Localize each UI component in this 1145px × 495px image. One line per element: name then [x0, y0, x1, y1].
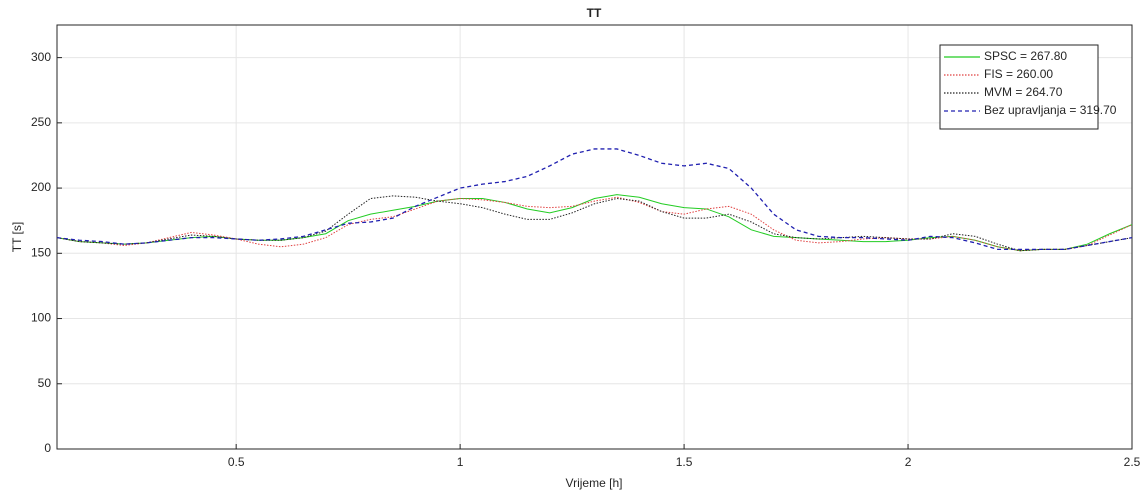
legend-box: [939, 44, 1099, 130]
x-tick-label: 0.5: [228, 455, 245, 469]
y-tick-label: 50: [38, 376, 52, 390]
series-line: [56, 196, 1133, 252]
x-tick-label: 1: [457, 455, 464, 469]
y-tick-label: 0: [44, 441, 51, 455]
x-tick-label: 2.5: [1124, 455, 1141, 469]
x-axis-label: Vrijeme [h]: [566, 476, 623, 490]
plot-frame: [56, 24, 1133, 450]
y-tick-label: 150: [31, 245, 51, 259]
series-line: [56, 148, 1133, 251]
y-tick-label: 100: [31, 311, 51, 325]
y-tick-label: 200: [31, 180, 51, 194]
x-tick-label: 1.5: [676, 455, 693, 469]
series-line: [56, 195, 1133, 252]
y-axis-label: TT [s]: [10, 222, 24, 252]
legend-label: SPSC = 267.80: [984, 49, 1067, 63]
legend-label: MVM = 264.70: [984, 85, 1063, 99]
y-tick-label: 300: [31, 50, 51, 64]
y-tick-label: 250: [31, 115, 51, 129]
legend-label: FIS = 260.00: [984, 67, 1053, 81]
chart-title: TT: [587, 6, 602, 20]
legend-label: Bez upravljanja = 319.70: [984, 103, 1117, 117]
x-tick-label: 2: [905, 455, 912, 469]
